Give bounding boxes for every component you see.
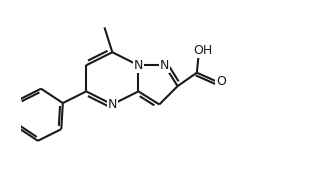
Text: N: N — [134, 59, 143, 72]
Text: N: N — [108, 98, 117, 111]
Text: O: O — [216, 75, 226, 88]
Text: N: N — [160, 59, 169, 72]
Text: OH: OH — [193, 44, 212, 57]
